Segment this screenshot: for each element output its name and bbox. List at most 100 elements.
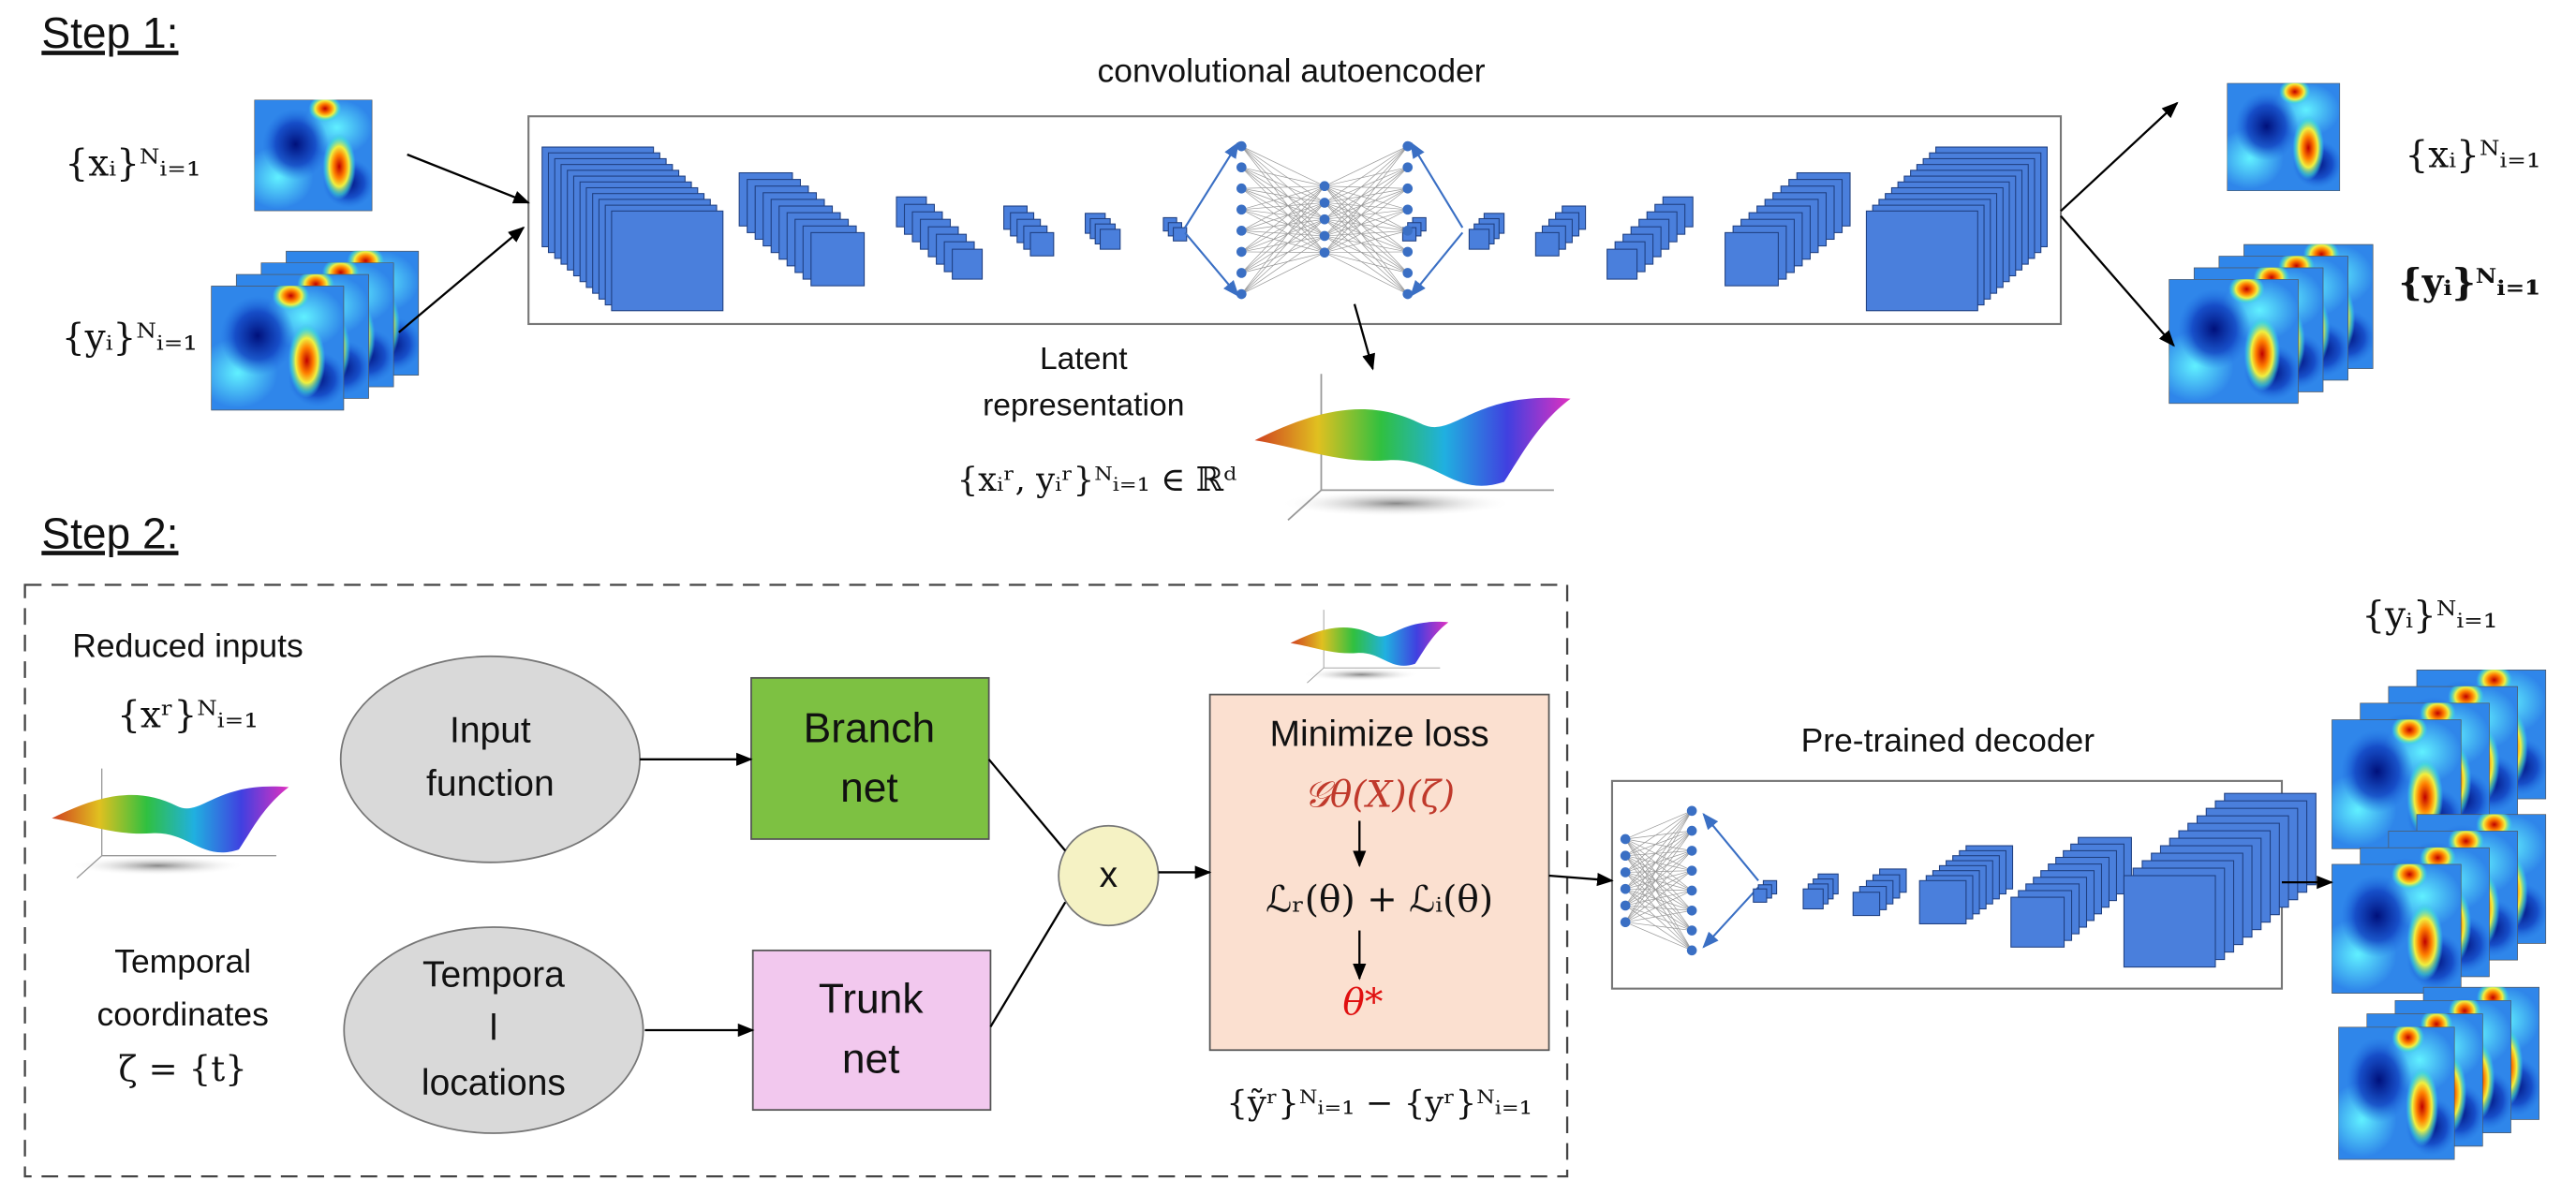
connection (1625, 838, 1693, 851)
connection (1324, 145, 1408, 187)
connection (1625, 830, 1693, 840)
latent-surface (1254, 373, 1571, 522)
connection (1241, 185, 1325, 211)
feature-map (952, 248, 984, 280)
feature-map (1606, 248, 1638, 280)
connection (1241, 202, 1325, 231)
deeponet-box (23, 583, 1569, 1178)
connection (1324, 187, 1408, 203)
neuron (1620, 850, 1631, 862)
connection (1324, 145, 1408, 203)
connection (1241, 185, 1325, 231)
connection (1324, 185, 1408, 211)
neuron (1319, 181, 1330, 192)
neuron (1620, 883, 1631, 894)
neuron (1236, 183, 1247, 194)
heatmap (2169, 279, 2299, 405)
temporal-formula: ζ = {t} (118, 1048, 246, 1089)
node-label: l (490, 1008, 498, 1048)
neuron (1686, 945, 1697, 956)
connection (1624, 872, 1693, 911)
neuron (1319, 214, 1330, 225)
heatmap-stacks (2332, 670, 2547, 1160)
step-heading: Step 1: (41, 8, 178, 57)
connection (1624, 838, 1693, 951)
neuron (1402, 162, 1414, 173)
feature-map (1802, 888, 1824, 910)
latent-formula: {xᵢʳ, yᵢʳ}ᴺᵢ₌₁ ∈ ℝᵈ (957, 461, 1237, 499)
connection (1625, 850, 1693, 873)
connection (1624, 905, 1693, 951)
connection (1325, 202, 1408, 211)
loss-optimum: θ* (1342, 981, 1383, 1024)
connection (1625, 855, 1693, 872)
connection (1624, 830, 1693, 922)
feature-map (1029, 231, 1055, 257)
output-x-label: {xᵢ}ᴺᵢ₌₁ (2405, 135, 2540, 177)
feature-map (1468, 229, 1490, 250)
feature-map (2123, 875, 2216, 968)
connection (1241, 218, 1325, 231)
connection (1624, 810, 1693, 857)
connection (1324, 167, 1408, 220)
connection (1624, 888, 1693, 931)
neuron (1402, 204, 1414, 215)
neuron (1686, 846, 1697, 856)
connection (1324, 167, 1408, 187)
feature-map (1725, 231, 1779, 287)
neuron (1686, 825, 1697, 836)
autoencoder-title: convolutional autoencoder (1097, 52, 1485, 89)
connection (1241, 185, 1325, 189)
node-label: locations (422, 1063, 566, 1103)
neuron (1236, 162, 1247, 173)
output-y-label: {yᵢ}ᴺᵢ₌₁ (2361, 595, 2497, 637)
connection (1241, 235, 1325, 295)
arrow (1410, 231, 1464, 298)
connection (1241, 202, 1325, 273)
feature-map (1173, 227, 1188, 242)
neuron (1319, 198, 1330, 208)
connection (1325, 185, 1408, 189)
arrows (640, 752, 2333, 1038)
temporal-locations-node (343, 926, 644, 1134)
connection (1625, 870, 1693, 873)
neuron (1620, 917, 1631, 928)
connection (1324, 167, 1408, 203)
connection (1241, 252, 1325, 295)
node-label: Input (450, 711, 531, 751)
connection (1324, 209, 1408, 253)
neuron (1686, 925, 1697, 936)
input-function-node (339, 655, 641, 863)
branch-net (750, 676, 990, 840)
node-label: Tempora (422, 955, 565, 996)
connection (1324, 145, 1408, 220)
temporal-label: Temporal (114, 942, 251, 980)
connection (1624, 810, 1693, 873)
connection (1241, 218, 1325, 273)
neuron (1319, 230, 1330, 242)
neuron (1620, 900, 1631, 911)
connection (1624, 830, 1693, 890)
connection (1324, 167, 1409, 253)
connection (1624, 850, 1693, 922)
connection (1325, 230, 1408, 237)
connection (1241, 185, 1325, 295)
connection (1624, 810, 1693, 890)
reduced-formula: {xʳ}ᴺᵢ₌₁ (117, 694, 259, 736)
neuron (1319, 247, 1330, 258)
connection (1241, 185, 1325, 253)
connection (1624, 838, 1693, 931)
connection (1324, 252, 1408, 273)
connection (1625, 838, 1693, 872)
neuron (1402, 140, 1414, 152)
connection (1625, 909, 1693, 923)
connection (1624, 855, 1693, 951)
neuron (1236, 226, 1247, 236)
connection (1624, 870, 1693, 922)
decoder-title: Pre-trained decoder (1801, 721, 2095, 759)
neuron (1686, 885, 1697, 896)
arrows (398, 101, 2179, 371)
latent-label: representation (983, 388, 1184, 423)
connection (1624, 810, 1693, 922)
